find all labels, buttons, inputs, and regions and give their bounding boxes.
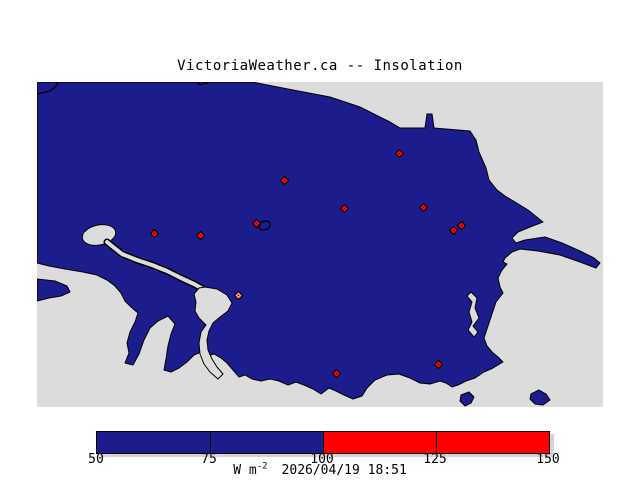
lake-outline [258,220,271,231]
colorbar-unit-label: W m-2 [233,462,268,479]
colorbar-caption: W m-2 2026/04/19 18:51 [0,462,640,478]
station-diamond-icon [448,225,458,235]
station-diamond-icon [418,202,428,212]
station-marker[interactable] [448,220,458,235]
map-svg [37,82,601,407]
station-marker[interactable] [433,354,443,369]
gorge-channel-water [105,240,207,292]
station-marker[interactable] [418,197,428,212]
colorbar-unit-exponent: -2 [256,462,268,472]
colorbar-tick-label: 50 [88,452,104,467]
station-diamond-icon [251,218,261,228]
station-diamond-icon [233,290,243,300]
island-shape [459,391,475,407]
land-shape [37,82,601,400]
page-title: VictoriaWeather.ca -- Insolation [177,58,463,74]
station-diamond-icon [456,220,466,230]
station-marker[interactable] [456,215,466,230]
colorbar-tick-line [436,432,437,453]
station-marker[interactable] [195,225,205,240]
harbour-water [193,286,233,380]
colorbar-tick-label: 125 [423,452,447,467]
inlet-water [466,291,480,338]
colorbar-tick-line [323,432,324,453]
top-hook-mark [196,82,209,86]
colorbar-timestamp: 2026/04/19 18:51 [281,463,407,479]
station-diamond-icon [149,228,159,238]
corner-arc [37,82,59,95]
station-marker[interactable] [279,170,289,185]
colorbar-tick-label: 75 [201,452,217,467]
island-shape [529,389,551,406]
insolation-map [37,82,603,407]
colorbar [96,431,550,454]
station-marker[interactable] [339,198,349,213]
station-diamond-icon [195,230,205,240]
station-marker[interactable] [233,285,243,300]
station-marker[interactable] [394,143,404,158]
station-diamond-icon [279,175,289,185]
colorbar-tick-label: 100 [310,452,334,467]
station-marker[interactable] [251,213,261,228]
colorbar-tick-label: 150 [536,452,560,467]
colorbar-tick-line [210,432,211,453]
station-diamond-icon [394,148,404,158]
station-diamond-icon [433,359,443,369]
station-diamond-icon [331,368,341,378]
west-peninsula-shape [37,278,71,302]
station-diamond-icon [339,203,349,213]
station-marker[interactable] [331,363,341,378]
station-marker[interactable] [149,223,159,238]
